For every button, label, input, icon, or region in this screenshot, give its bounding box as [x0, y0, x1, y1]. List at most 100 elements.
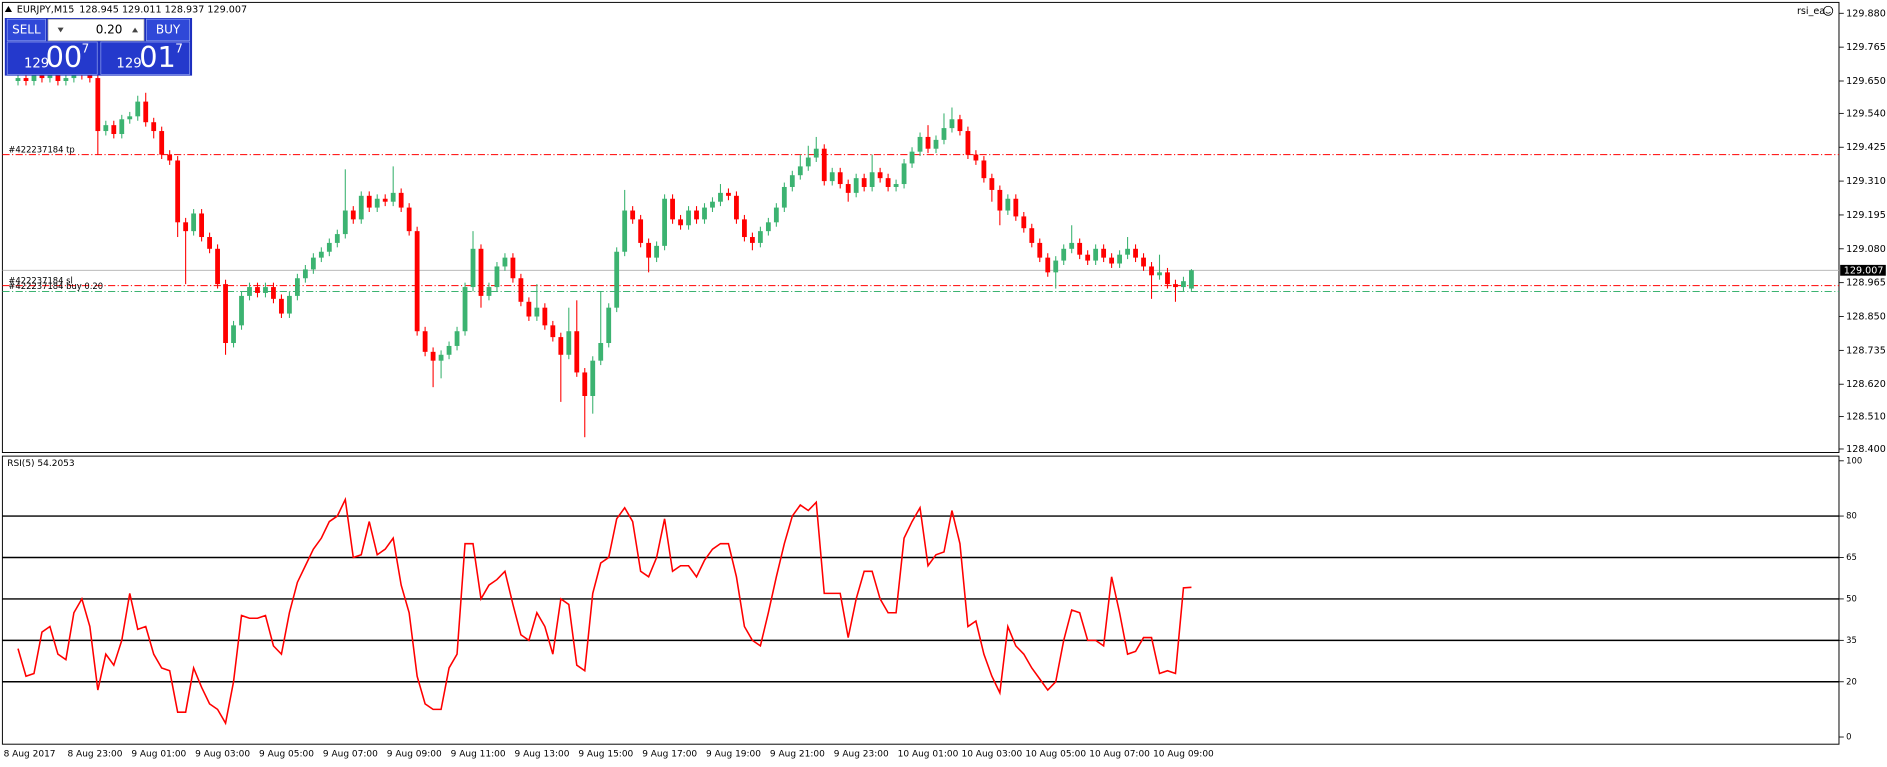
- candle-body: [781, 186, 787, 208]
- candle-body: [1149, 266, 1154, 276]
- sell-button[interactable]: [6, 18, 46, 42]
- candle-body: [534, 307, 540, 317]
- candle-body: [925, 136, 931, 149]
- x-tick-label: 9 Aug 21:00: [770, 749, 825, 759]
- order-label: #422237184 sl: [8, 275, 72, 285]
- y-tick-label: 65: [1846, 552, 1857, 562]
- candle-body: [837, 172, 843, 185]
- y-tick-label: 128.510: [1846, 412, 1886, 423]
- candle-body: [494, 266, 500, 288]
- sell-label: SELL: [12, 23, 41, 37]
- symbol: EURJPY,M15: [17, 5, 75, 16]
- x-tick-label: 9 Aug 17:00: [642, 749, 697, 759]
- candle-body: [462, 287, 468, 332]
- candle-body: [622, 210, 628, 252]
- candle-body: [350, 210, 356, 220]
- smiley-mouth: [1825, 11, 1831, 14]
- candle-body: [1069, 242, 1075, 249]
- y-tick-label: 129.080: [1846, 244, 1886, 255]
- candle-body: [287, 295, 292, 314]
- ask-box[interactable]: [100, 41, 191, 75]
- candle-body: [877, 172, 883, 179]
- lots-up[interactable]: [132, 27, 139, 33]
- candle-body: [191, 213, 197, 232]
- candle-body: [901, 163, 907, 185]
- candle-body: [949, 119, 955, 129]
- lots-value: 0.20: [96, 23, 123, 37]
- y-tick-label: 80: [1846, 511, 1857, 521]
- candle-body: [965, 131, 971, 155]
- candle-body: [207, 237, 212, 249]
- collapse-arrow[interactable]: [4, 6, 13, 13]
- candle-body: [398, 192, 404, 208]
- candle-body: [989, 178, 995, 190]
- candle-body: [574, 331, 580, 373]
- ask-small: 7: [175, 42, 183, 56]
- candle-body: [358, 195, 364, 220]
- y-tick-label: 100: [1846, 455, 1862, 465]
- candle-body: [294, 278, 300, 296]
- candle-body: [231, 325, 236, 344]
- candle-body: [55, 72, 61, 82]
- candle-body: [1021, 216, 1027, 229]
- candle-body: [646, 242, 652, 258]
- order-label: #422237184 tp: [8, 144, 74, 154]
- x-tick-label: 9 Aug 13:00: [514, 749, 569, 759]
- x-tick-label: 10 Aug 01:00: [898, 749, 959, 759]
- x-tick-label: 10 Aug 07:00: [1089, 749, 1150, 759]
- candle-body: [1029, 228, 1035, 243]
- y-tick-label: 128.965: [1846, 278, 1886, 289]
- candle-body: [893, 184, 899, 187]
- candle-body: [478, 248, 484, 296]
- candle-body: [885, 178, 891, 187]
- candle-body: [279, 298, 284, 314]
- candle-body: [678, 219, 683, 226]
- candle-body: [430, 351, 436, 361]
- candle-body: [199, 213, 205, 238]
- candle-body: [87, 75, 93, 79]
- candle-body: [686, 210, 691, 226]
- bid-box[interactable]: [6, 41, 98, 75]
- candle-body: [23, 78, 29, 82]
- candle-body: [718, 192, 723, 202]
- x-tick-label: 9 Aug 05:00: [259, 749, 314, 759]
- candle-body: [318, 251, 324, 258]
- y-tick-label: 129.310: [1846, 176, 1886, 187]
- ask-main: 01: [139, 40, 176, 74]
- candle-body: [1045, 257, 1051, 273]
- candle-body: [1165, 272, 1170, 285]
- x-tick-label: 10 Aug 03:00: [962, 749, 1023, 759]
- candle-body: [247, 287, 252, 296]
- order-label: #422237184 buy 0.20: [8, 281, 103, 291]
- candle-body: [223, 284, 228, 344]
- y-tick-label: 0: [1846, 732, 1851, 742]
- y-tick-label: 129.195: [1846, 210, 1886, 221]
- x-tick-label: 9 Aug 15:00: [578, 749, 633, 759]
- candle-body: [1109, 257, 1115, 264]
- candle-body: [694, 210, 699, 220]
- candle-body: [853, 178, 859, 193]
- candle-body: [382, 198, 388, 202]
- candle-body: [1077, 242, 1083, 255]
- candle-body: [518, 278, 524, 302]
- candle-body: [342, 210, 348, 235]
- candle-body: [1101, 248, 1107, 258]
- expert-smiley[interactable]: [1823, 5, 1834, 16]
- buy-button[interactable]: [146, 18, 191, 42]
- candle-body: [1125, 248, 1130, 255]
- candle-body: [734, 195, 739, 220]
- ask-big: 129: [116, 57, 141, 72]
- last-price-label: 129.007: [1844, 265, 1884, 276]
- lots-down[interactable]: [57, 27, 64, 33]
- candle-body: [997, 189, 1003, 211]
- candle-body: [1117, 254, 1122, 264]
- rsi-line: [17, 496, 1192, 726]
- candle-body: [598, 343, 604, 361]
- x-tick-label: 9 Aug 11:00: [451, 749, 506, 759]
- candle-body: [957, 119, 963, 132]
- candle-body: [183, 222, 189, 232]
- lots-input[interactable]: [47, 18, 145, 42]
- x-tick-label: 9 Aug 01:00: [131, 749, 186, 759]
- candle-body: [941, 128, 947, 140]
